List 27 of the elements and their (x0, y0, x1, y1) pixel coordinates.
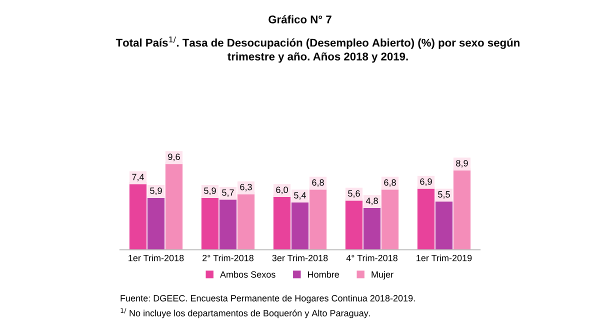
x-tick-label: 3er Trim-2018 (272, 254, 328, 262)
chart-subtitle: Total País$^{1/}$. Tasa de Desocupación (Desempleo Abierto) (%) por sexo según trimestre y año. Años 2018 y 2019. (116, 36, 520, 63)
data-label: 4,8 (366, 198, 378, 206)
data-label: 6,8 (312, 179, 324, 187)
legend-label: Hombre (308, 271, 339, 278)
data-label: 5,5 (438, 191, 450, 199)
chart-title: Gráfico N° 7 (268, 15, 332, 24)
data-label: 5,9 (150, 188, 162, 196)
data-label: 6,0 (276, 186, 288, 194)
data-label: 6,8 (384, 179, 396, 187)
data-label: 6,3 (240, 184, 252, 192)
data-label: 6,9 (420, 178, 432, 186)
text: $^{1/}$ No incluye los departamentos de Boquerón y Alto Paraguay. (120, 308, 370, 318)
data-label: 5,9 (204, 188, 216, 196)
data-label: 7,4 (132, 174, 144, 182)
data-label: 5,7 (222, 189, 234, 197)
x-tick-label: 4° Trim-2018 (346, 254, 398, 262)
source-note: Fuente: DGEEC. Encuesta Permanente de Hogares Continua 2018-2019. (120, 294, 415, 304)
x-tick-label: 1er Trim-2019 (416, 254, 472, 262)
data-label: 5,6 (348, 190, 360, 198)
x-tick-label: 1er Trim-2018 (128, 254, 184, 262)
legend-label: Mujer (372, 271, 394, 280)
data-label: 5,4 (294, 192, 306, 200)
legend-label: Ambos Sexos (220, 271, 276, 278)
x-tick-label: 2° Trim-2018 (202, 254, 254, 262)
data-label: 9,6 (168, 154, 180, 162)
data-label: 8,9 (456, 160, 468, 168)
